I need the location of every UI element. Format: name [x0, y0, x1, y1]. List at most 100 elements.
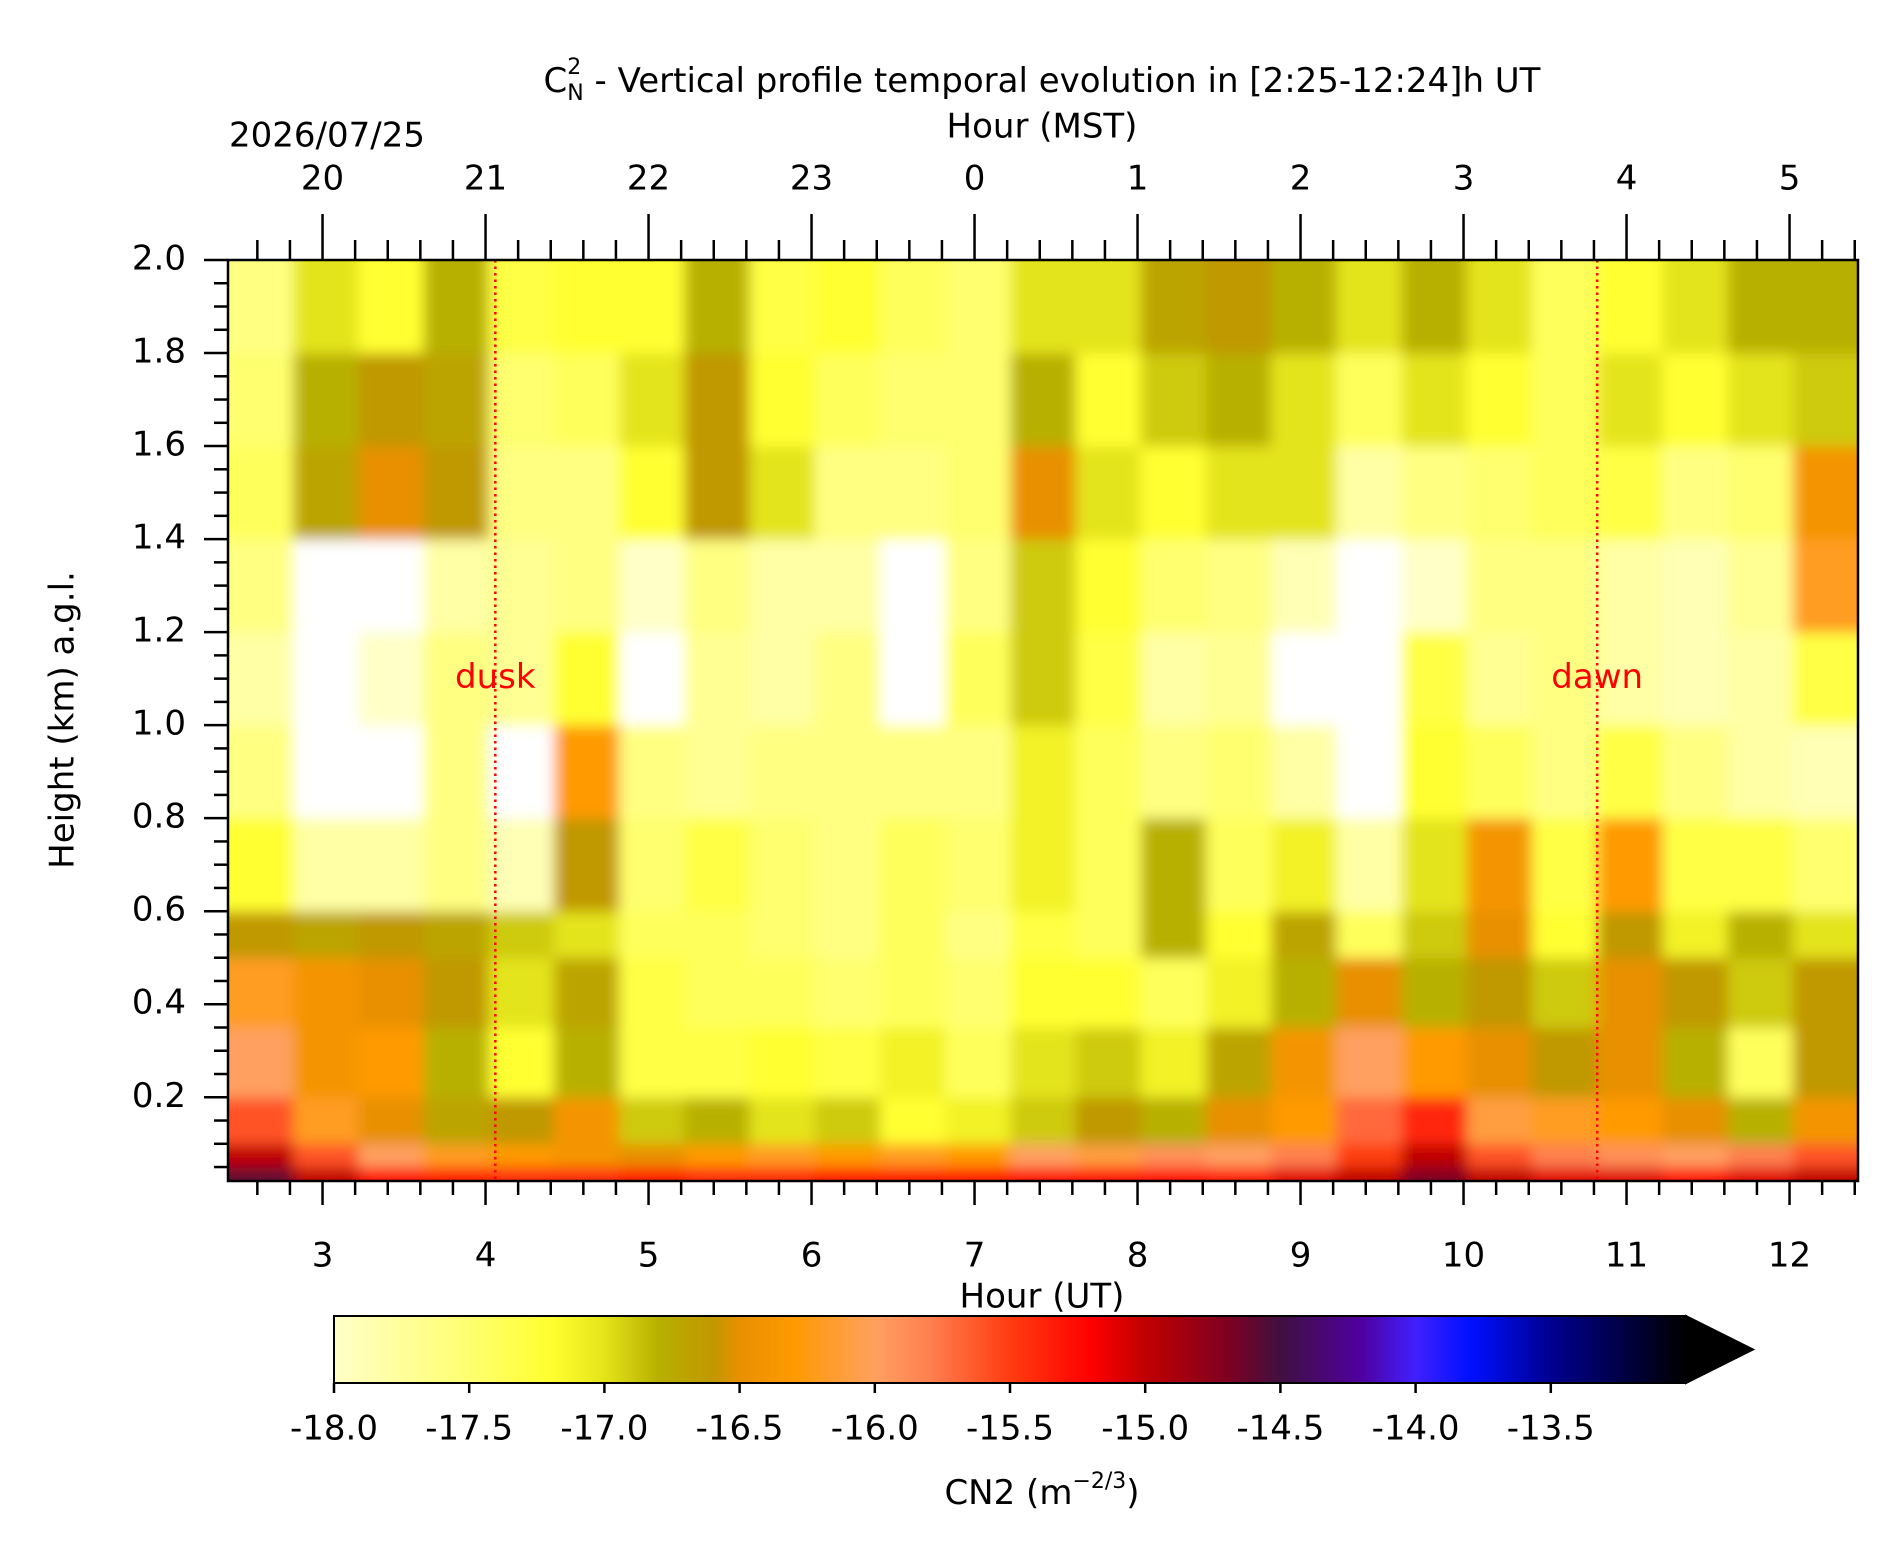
contour-cell	[880, 957, 946, 1028]
contour-cell	[1727, 260, 1794, 354]
contour-cell	[423, 1027, 490, 1098]
y-tick-label: 1.4	[132, 518, 186, 558]
contour-cell	[1662, 446, 1729, 540]
contour-cell	[488, 260, 555, 354]
contour-cell	[1206, 725, 1272, 819]
title-text: - Vertical profile temporal evolution in…	[584, 61, 1541, 101]
contour-cell	[554, 911, 620, 959]
contour-cell	[228, 1027, 294, 1098]
contour-cell	[1597, 353, 1663, 447]
contour-cell	[1466, 1027, 1533, 1098]
x2-tick-label: 5	[1779, 159, 1801, 199]
y-tick-label: 2.0	[132, 239, 186, 279]
contour-cell	[1597, 818, 1663, 912]
colorbar-tick-label: -15.0	[1101, 1409, 1189, 1449]
contour-cell	[1662, 260, 1729, 354]
contour-cell	[1662, 725, 1729, 819]
colorbar-tick-label: -17.5	[425, 1409, 513, 1449]
y-tick-label: 0.6	[132, 890, 186, 930]
contour-cell	[293, 818, 359, 912]
contour-cell	[1010, 260, 1077, 354]
contour-cell	[228, 1167, 294, 1181]
contour-cell	[358, 911, 425, 959]
contour-cell	[1075, 446, 1142, 540]
colorbar	[333, 1315, 1687, 1384]
contour-cell	[619, 818, 685, 912]
contour-cell	[488, 539, 555, 633]
colorbar-tick-label: -18.0	[290, 1409, 378, 1449]
contour-cell	[293, 1097, 359, 1145]
contour-cell	[1401, 1027, 1468, 1098]
contour-cell	[1075, 1097, 1142, 1145]
colorbar-tick-label: -16.5	[696, 1409, 784, 1449]
contour-cell	[1271, 260, 1337, 354]
contour-cell	[1336, 818, 1403, 912]
y-tick-label: 0.4	[132, 983, 186, 1023]
contour-cell	[1792, 1143, 1858, 1168]
contour-cell	[423, 632, 490, 726]
contour-cell	[749, 539, 816, 633]
x2-tick-label: 23	[790, 159, 833, 199]
contour-cell	[1466, 1167, 1533, 1181]
contour-cell	[358, 632, 425, 726]
x-tick-label: 5	[638, 1236, 660, 1276]
contour-cell	[1075, 260, 1142, 354]
contour-cell	[1140, 1143, 1207, 1168]
contour-cell	[1532, 446, 1598, 540]
contour-cell	[1010, 725, 1077, 819]
contour-cell	[293, 260, 359, 354]
contour-cell	[1401, 1097, 1468, 1145]
contour-cell	[1727, 911, 1794, 959]
contour-cell	[684, 1167, 751, 1181]
contour-cell	[293, 725, 359, 819]
contour-cell	[1727, 446, 1794, 540]
contour-cell	[1466, 725, 1533, 819]
y-tick-label: 1.6	[132, 425, 186, 465]
contour-cell	[1336, 957, 1403, 1028]
contour-cell	[619, 725, 685, 819]
contour-cell	[749, 725, 816, 819]
contour-cell	[880, 353, 946, 447]
contour-cell	[293, 1167, 359, 1181]
contour-cell	[1206, 1027, 1272, 1098]
contour-cell	[1271, 353, 1337, 447]
contour-cell	[619, 1167, 685, 1181]
contour-cell	[749, 1097, 816, 1145]
contour-cell	[1075, 818, 1142, 912]
contour-cell	[423, 446, 490, 540]
contour-cell	[1727, 353, 1794, 447]
contour-cell	[1401, 725, 1468, 819]
contour-cell	[228, 446, 294, 540]
contour-cell	[1271, 1097, 1337, 1145]
contour-cell	[1401, 1143, 1468, 1168]
x-tick-label: 9	[1290, 1236, 1312, 1276]
contour-cell	[814, 632, 881, 726]
contour-cell	[1271, 1167, 1337, 1181]
contour-cell	[880, 260, 946, 354]
contour-cell	[1727, 818, 1794, 912]
contour-cell	[488, 632, 555, 726]
contour-cell	[1662, 1097, 1729, 1145]
contour-cell	[1271, 446, 1337, 540]
contour-cell	[1010, 1027, 1077, 1098]
contour-cell	[554, 1143, 620, 1168]
contour-cell	[1792, 1027, 1858, 1098]
contour-cell	[1597, 957, 1663, 1028]
plot-area	[228, 260, 1858, 1181]
contour-cell	[1466, 911, 1533, 959]
contour-cell	[423, 539, 490, 633]
contour-cell	[423, 911, 490, 959]
contour-cell	[1075, 1027, 1142, 1098]
contour-cell	[488, 911, 555, 959]
colorbar-tick-label: -16.0	[831, 1409, 919, 1449]
contour-cell	[1792, 1097, 1858, 1145]
contour-cell	[1010, 1097, 1077, 1145]
contour-cell	[1532, 911, 1598, 959]
contour-cell	[488, 725, 555, 819]
contour-cell	[684, 818, 751, 912]
colorbar-tick-label: -13.5	[1507, 1409, 1595, 1449]
contour-cell	[1792, 957, 1858, 1028]
contour-cell	[1532, 1143, 1598, 1168]
contour-cell	[814, 353, 881, 447]
